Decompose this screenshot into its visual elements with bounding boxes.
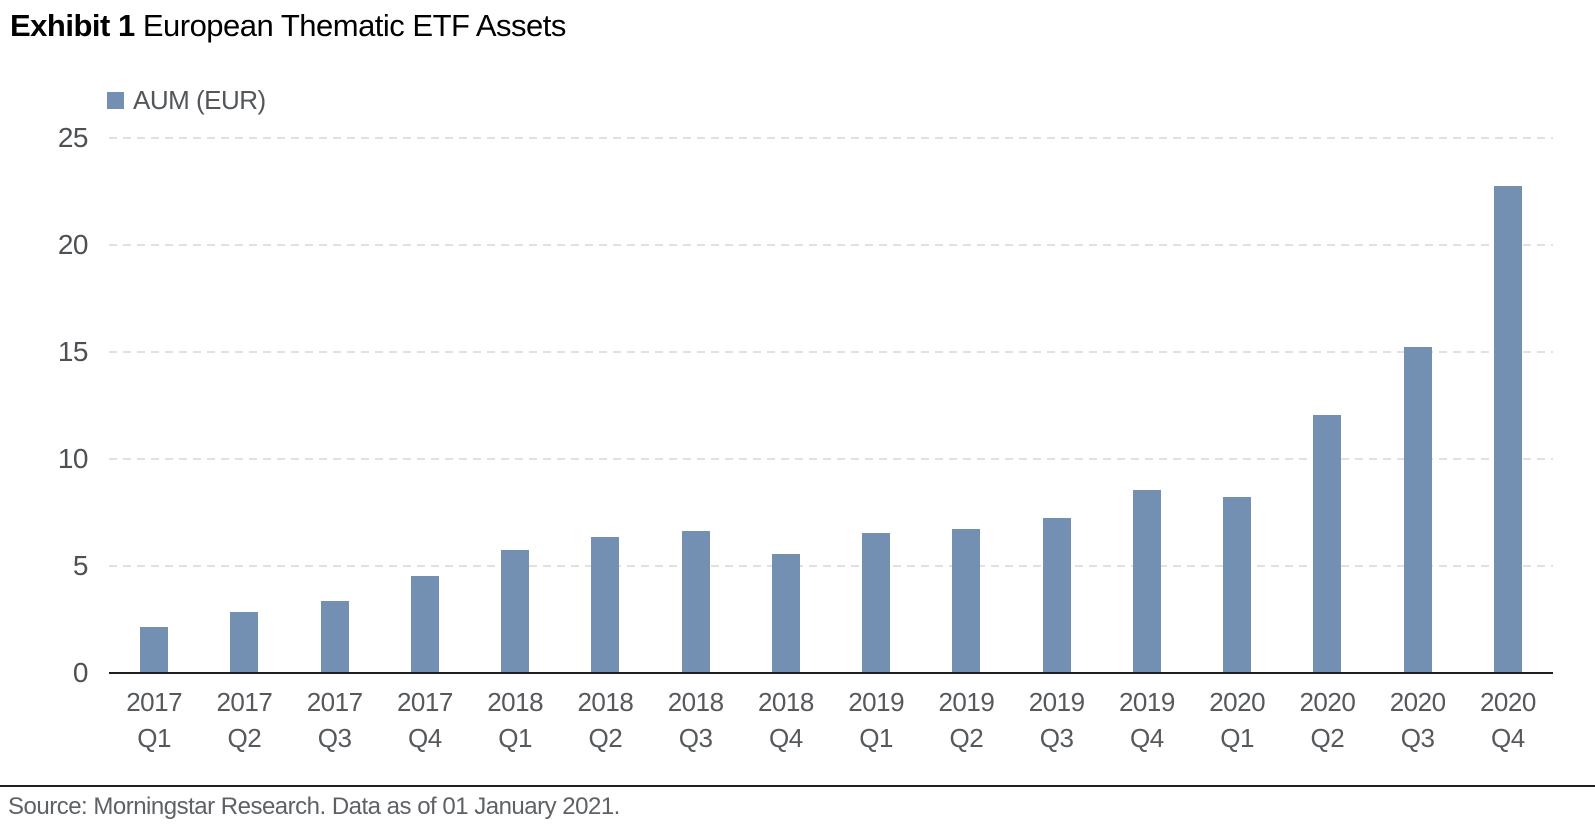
bar-2019-Q3 [1042,517,1071,672]
bar-2020-Q3 [1403,346,1432,672]
x-tick-year: 2019 [1118,687,1175,717]
x-tick-quarter: Q4 [408,723,442,753]
footer-divider [0,785,1595,787]
x-tick-quarter: Q1 [498,723,532,753]
x-tick-label-2017-Q1: 2017 Q1 [106,684,202,756]
chart-title-text: European Thematic ETF Assets [142,8,567,43]
x-tick-label-2020-Q4: 2020 Q4 [1460,684,1556,756]
x-tick-year: 2020 [1299,687,1356,717]
x-tick-label-2020-Q3: 2020 Q3 [1370,684,1466,756]
bar-2019-Q4 [1132,490,1161,672]
y-tick-label-25: 25 [57,122,89,153]
x-tick-year: 2017 [126,687,183,717]
x-tick-year: 2017 [396,687,453,717]
bar-chart-plot-area [109,137,1553,674]
x-tick-label-2018-Q1: 2018 Q1 [467,684,563,756]
gridline-25 [109,137,1553,139]
x-tick-quarter: Q4 [1491,723,1525,753]
bar-2020-Q2 [1313,415,1342,672]
bar-2018-Q3 [681,530,710,672]
x-tick-quarter: Q2 [588,723,623,753]
x-tick-quarter: Q2 [949,723,984,753]
y-tick-label-5: 5 [72,550,89,581]
x-tick-label-2019-Q2: 2019 Q2 [918,684,1014,756]
x-tick-year: 2018 [577,687,634,717]
gridline-20 [109,244,1553,246]
x-tick-label-2020-Q1: 2020 Q1 [1189,684,1285,756]
legend-label: AUM (EUR) [133,85,266,115]
page-title: Exhibit 1 European Thematic ETF Assets [10,8,566,44]
x-tick-label-2020-Q2: 2020 Q2 [1279,684,1375,756]
x-tick-year: 2017 [216,687,273,717]
source-note: Source: Morningstar Research. Data as of… [8,793,620,820]
x-tick-year: 2017 [306,687,363,717]
y-tick-label-20: 20 [57,229,89,260]
gridline-15 [109,351,1553,353]
bar-2018-Q1 [501,550,530,672]
x-tick-label-2019-Q3: 2019 Q3 [1009,684,1105,756]
x-tick-quarter: Q2 [1310,723,1345,753]
x-tick-year: 2018 [757,687,814,717]
x-tick-quarter: Q4 [1130,723,1164,753]
x-tick-label-2018-Q2: 2018 Q2 [557,684,653,756]
bar-2017-Q1 [140,627,169,672]
gridline-5 [109,565,1553,567]
x-tick-year: 2019 [938,687,995,717]
exhibit-label: Exhibit 1 [10,8,135,43]
bar-2019-Q2 [952,528,981,672]
x-tick-label-2017-Q2: 2017 Q2 [196,684,292,756]
bar-2018-Q2 [591,537,620,672]
x-tick-quarter: Q1 [137,723,171,753]
x-tick-year: 2018 [667,687,724,717]
y-tick-label-10: 10 [57,443,89,474]
x-tick-year: 2020 [1389,687,1446,717]
bar-2017-Q3 [320,601,349,672]
x-tick-year: 2018 [487,687,544,717]
x-tick-label-2018-Q3: 2018 Q3 [648,684,744,756]
y-tick-label-0: 0 [72,657,89,688]
x-tick-year: 2020 [1479,687,1536,717]
x-tick-quarter: Q3 [1039,723,1074,753]
x-tick-quarter: Q2 [227,723,262,753]
bar-2020-Q4 [1493,186,1522,672]
y-tick-label-15: 15 [57,336,89,367]
x-tick-label-2017-Q4: 2017 Q4 [377,684,473,756]
x-tick-year: 2019 [848,687,905,717]
x-tick-label-2017-Q3: 2017 Q3 [287,684,383,756]
x-tick-label-2018-Q4: 2018 Q4 [738,684,834,756]
bar-2019-Q1 [862,532,891,672]
gridline-10 [109,458,1553,460]
bar-2018-Q4 [771,554,800,672]
x-tick-year: 2019 [1028,687,1085,717]
x-tick-quarter: Q3 [678,723,713,753]
bar-2017-Q2 [230,612,259,672]
chart-legend: AUM (EUR) [107,85,266,116]
x-axis-line [109,672,1553,674]
legend-swatch-icon [107,92,124,109]
x-tick-year: 2020 [1209,687,1266,717]
x-tick-quarter: Q1 [1220,723,1254,753]
bar-2017-Q4 [410,575,439,672]
x-tick-quarter: Q3 [1400,723,1435,753]
x-tick-quarter: Q1 [859,723,893,753]
x-tick-label-2019-Q4: 2019 Q4 [1099,684,1195,756]
x-tick-quarter: Q4 [769,723,803,753]
bar-2020-Q1 [1223,496,1252,672]
x-tick-label-2019-Q1: 2019 Q1 [828,684,924,756]
x-tick-quarter: Q3 [317,723,352,753]
